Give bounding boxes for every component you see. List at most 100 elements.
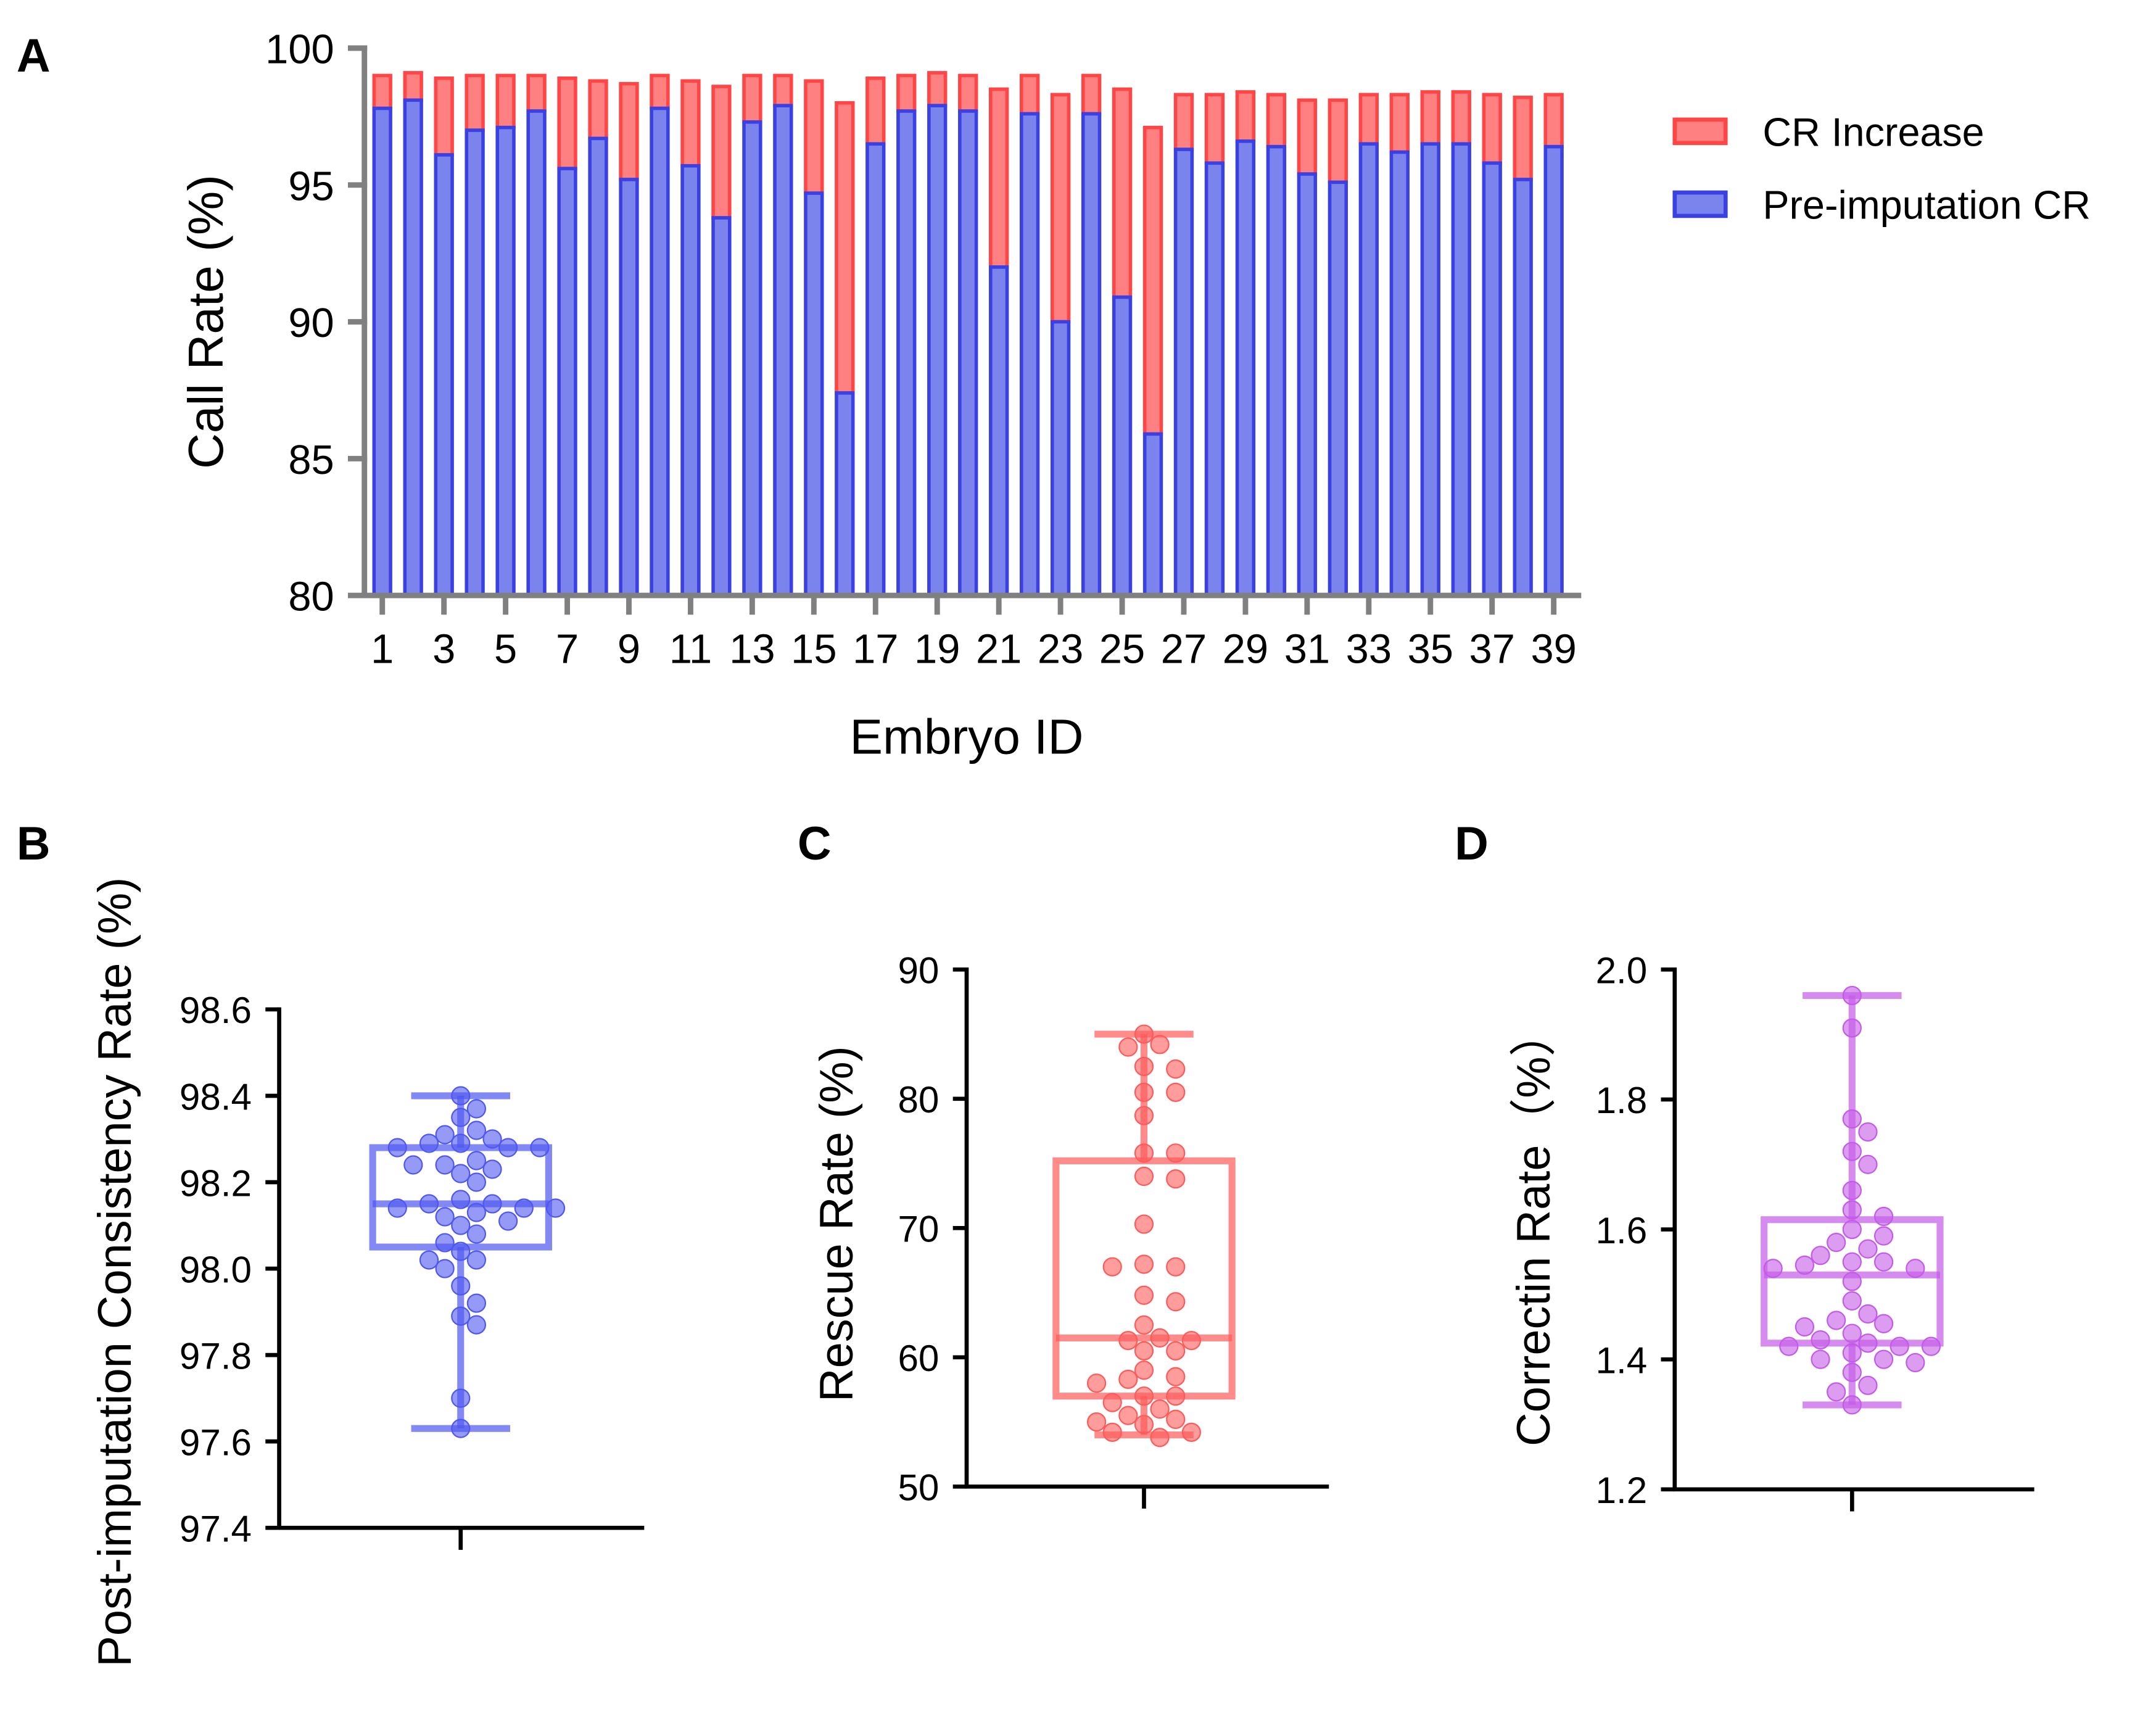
bar-cr-increase-20 <box>958 73 978 113</box>
x-tick-label: 13 <box>729 626 775 672</box>
bar-pre-imputation-15 <box>804 191 824 597</box>
bar-cr-increase-5 <box>495 73 516 130</box>
bar-cr-increase-18 <box>896 73 917 113</box>
bar-cr-increase-24 <box>1081 73 1102 116</box>
data-point <box>435 1259 455 1278</box>
x-tick-label: 11 <box>669 626 712 672</box>
y-axis-label: Rescue Rate (%) <box>811 1046 863 1402</box>
data-point <box>387 1198 407 1218</box>
data-point <box>451 1419 471 1438</box>
data-point <box>1134 1361 1154 1380</box>
y-tick-label: 90 <box>288 300 334 346</box>
data-point <box>1842 1219 1862 1240</box>
bar-pre-imputation-4 <box>465 128 485 597</box>
data-point <box>1873 1349 1894 1369</box>
data-point <box>1134 1082 1154 1102</box>
bar-cr-increase-34 <box>1389 93 1410 154</box>
panel-label-d: D <box>1455 818 1489 870</box>
data-point <box>482 1129 502 1149</box>
bar-cr-increase-7 <box>557 77 577 170</box>
data-point <box>1166 1409 1186 1429</box>
data-point <box>466 1203 487 1222</box>
consistency-rate-box-plot: Post-imputation Consistency Rate (%) 97.4… <box>89 877 645 1667</box>
bar-cr-increase-2 <box>403 71 423 102</box>
data-point <box>1134 1166 1154 1187</box>
panel-label-a: A <box>17 30 51 82</box>
bar-pre-imputation-6 <box>526 109 547 597</box>
bar-pre-imputation-19 <box>927 104 948 597</box>
data-point <box>1842 1395 1862 1415</box>
bar-pre-imputation-13 <box>742 120 762 597</box>
data-point <box>530 1138 550 1158</box>
data-point <box>1842 1018 1862 1038</box>
data-point <box>1842 1180 1862 1200</box>
data-point <box>466 1099 487 1119</box>
y-axis-label: Correctin Rate（%） <box>1508 1010 1560 1446</box>
data-point <box>466 1151 487 1170</box>
legend-label-cr-increase: CR Increase <box>1762 109 1984 154</box>
bar-pre-imputation-22 <box>1019 112 1040 597</box>
panel-label-c: C <box>798 818 832 870</box>
x-tick-label: 23 <box>1038 626 1083 672</box>
bar-pre-imputation-9 <box>619 178 639 597</box>
bar-pre-imputation-16 <box>835 391 855 597</box>
bar-cr-increase-35 <box>1420 90 1440 146</box>
bar-pre-imputation-37 <box>1482 161 1502 597</box>
y-tick-label: 98.4 <box>180 1076 252 1117</box>
bar-cr-increase-31 <box>1297 98 1318 176</box>
bar-cr-increase-30 <box>1266 93 1287 149</box>
correction-rate-box-plot: Correctin Rate（%） 1.2 1.4 1.6 1.8 2.0 <box>1508 950 2034 1512</box>
bar-pre-imputation-29 <box>1235 139 1256 597</box>
bar-cr-increase-3 <box>434 77 454 157</box>
x-tick-label: 25 <box>1099 626 1145 672</box>
bar-pre-imputation-5 <box>495 125 516 597</box>
y-tick-label: 1.4 <box>1596 1340 1648 1381</box>
y-tick-label: 1.8 <box>1596 1080 1648 1121</box>
x-tick-label: 31 <box>1284 626 1330 672</box>
x-tick-label: 15 <box>791 626 836 672</box>
bar-pre-imputation-20 <box>958 109 978 597</box>
data-point <box>466 1172 487 1192</box>
data-point <box>1134 1214 1154 1234</box>
y-tick-label: 2.0 <box>1596 950 1648 992</box>
data-point <box>498 1211 518 1231</box>
y-tick-label: 90 <box>898 950 939 992</box>
data-point <box>451 1216 471 1235</box>
bar-cr-increase-22 <box>1019 73 1040 116</box>
panel-label-b: B <box>17 818 51 870</box>
data-point <box>1842 1343 1862 1363</box>
y-tick-label: 98.0 <box>180 1249 252 1290</box>
bar-pre-imputation-1 <box>372 106 392 597</box>
data-point <box>1166 1143 1186 1163</box>
x-tick-label: 19 <box>914 626 960 672</box>
data-point <box>1118 1406 1138 1425</box>
data-point <box>419 1133 439 1153</box>
y-tick-label: 60 <box>898 1338 939 1379</box>
data-point <box>387 1138 407 1158</box>
data-point <box>1842 1362 1862 1382</box>
data-point <box>1811 1246 1830 1265</box>
data-point <box>451 1133 471 1153</box>
bar-cr-increase-39 <box>1543 93 1564 149</box>
data-point <box>1102 1393 1122 1412</box>
data-point <box>451 1164 471 1183</box>
bar-cr-increase-12 <box>711 85 732 220</box>
y-tick-label: 1.6 <box>1596 1210 1648 1251</box>
data-point <box>545 1198 566 1218</box>
data-point <box>1134 1143 1154 1163</box>
bar-cr-increase-37 <box>1482 93 1502 165</box>
x-tick-label: 33 <box>1346 626 1392 672</box>
data-point <box>1795 1317 1815 1337</box>
bar-pre-imputation-34 <box>1389 150 1410 597</box>
bar-pre-imputation-11 <box>680 164 701 597</box>
data-point <box>1873 1206 1894 1227</box>
bar-pre-imputation-7 <box>557 167 577 597</box>
data-point <box>1842 1109 1862 1129</box>
bar-pre-imputation-27 <box>1173 147 1194 597</box>
x-tick-label: 1 <box>371 626 394 672</box>
data-point <box>1858 1239 1878 1259</box>
bar-cr-increase-16 <box>835 101 855 395</box>
bar-pre-imputation-30 <box>1266 144 1287 597</box>
data-point <box>435 1207 455 1227</box>
x-tick-label: 27 <box>1161 626 1207 672</box>
